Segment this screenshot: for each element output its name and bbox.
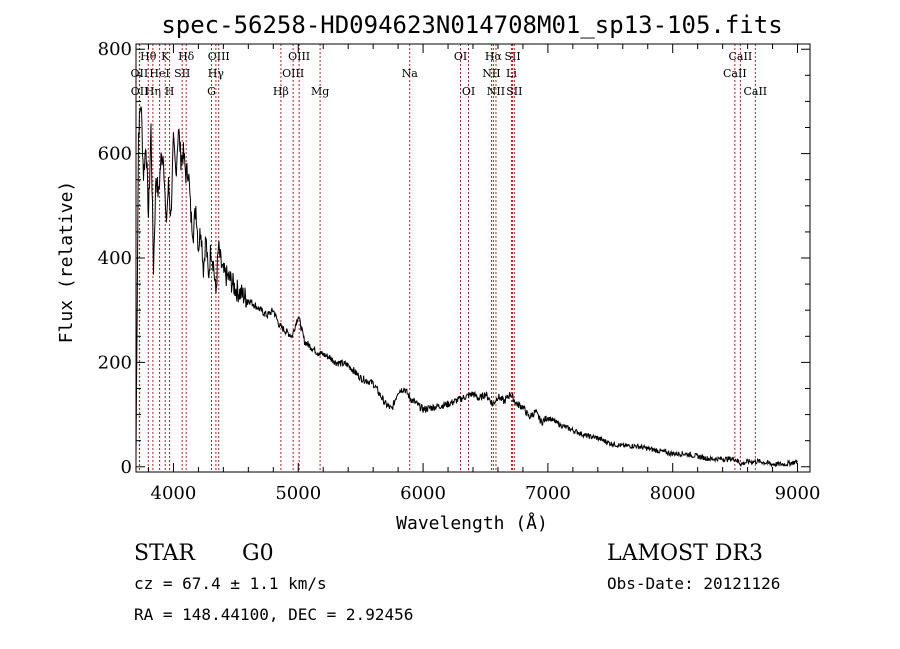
spectral-line-label: Hα [485,50,503,63]
spectral-line-label: SII [506,85,522,98]
y-axis-label: Flux (relative) [56,181,77,344]
coordinates-text: RA = 148.44100, DEC = 2.92456 [134,605,413,624]
spectral-line-label: Hδ [178,50,195,63]
axis-ticks: 4000 5000 6000 7000 8000 9000 0 200 400 600 800 [98,39,821,504]
y-tick-label: 600 [98,144,132,165]
flux-line [135,106,798,468]
x-tick-label: 8000 [650,483,696,504]
y-tick-label: 200 [98,352,132,373]
spectral-line-label: Hγ [208,67,225,80]
spectral-line-label: Hη [145,85,161,98]
spectral-line-label: CaII [743,85,767,98]
plot-border [135,43,811,473]
spectral-line-label: H [165,85,175,98]
obs-date-text: Obs-Date: 20121126 [607,574,780,593]
spectral-line-label: Li [506,67,517,80]
spectral-line-label: OIII [282,67,304,80]
spectral-line-label: Mg [311,85,329,98]
spectral-line-label: K [161,50,170,63]
spectral-line-label: Hβ [273,85,289,98]
survey-name: LAMOST DR3 [607,541,763,566]
redshift-text: cz = 67.4 ± 1.1 km/s [134,574,327,593]
y-tick-label: 800 [98,39,132,60]
object-class: STAR [134,541,196,566]
spectral-line-label: CaII [729,50,753,63]
x-tick-label: 7000 [525,483,571,504]
y-tick-label: 0 [121,457,132,478]
x-tick-label: 9000 [775,483,821,504]
spectral-line-label: NII [487,85,505,98]
x-axis-label: Wavelength (Å) [396,512,548,534]
spectral-line-label: OIII [208,50,230,63]
flux-series [135,106,798,468]
spectral-line-label: OI [454,50,467,63]
spectral-line-label: Hθ [140,50,157,63]
spectral-line-label: CaII [723,67,747,80]
chart-title: spec-56258-HD094623N014708M01_sp13-105.f… [161,11,782,39]
spectral-line-label: OIII [288,50,310,63]
spectral-line-label: HeI [149,67,169,80]
spectral-line-label: G [207,85,216,98]
spectral-line-label: OII [131,85,149,98]
spectral-line-label: OI [462,85,475,98]
x-tick-label: 4000 [151,483,197,504]
spectral-line-label: Na [402,67,419,80]
object-subclass: G0 [242,541,274,566]
spectral-line-label: NII [482,67,500,80]
plot-frame [135,43,811,473]
x-tick-label: 5000 [275,483,321,504]
spectral-line-label: SII [174,67,190,80]
y-tick-label: 400 [98,248,132,269]
spectral-line-label: SII [504,50,520,63]
x-tick-label: 6000 [400,483,446,504]
